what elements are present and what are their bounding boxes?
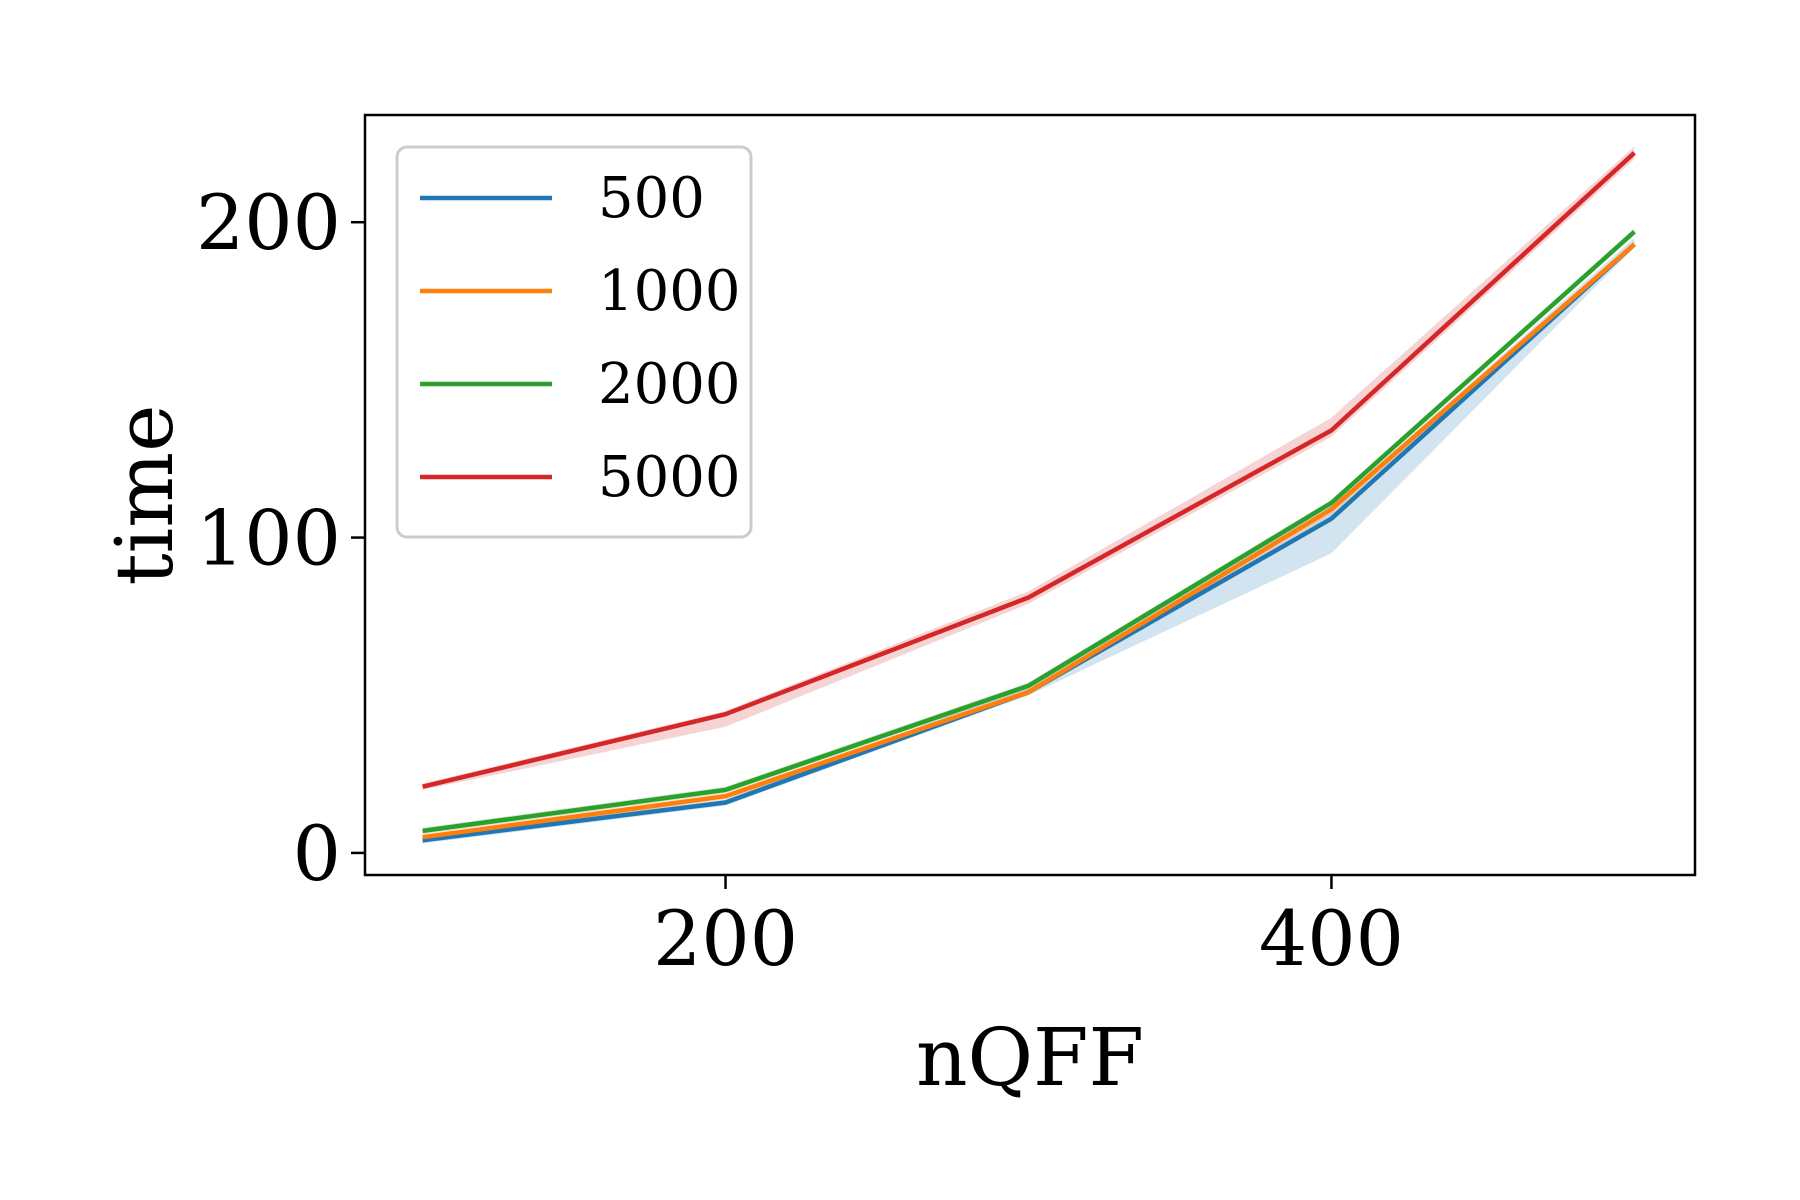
y-tick-label-100: 100: [196, 494, 341, 583]
line-series-1000: [422, 242, 1636, 840]
legend-label-2000: 2000: [598, 352, 741, 417]
legend: 500 1000 2000 5000: [395, 145, 753, 539]
x-tick-label-400: 400: [1259, 894, 1404, 983]
legend-label-1000: 1000: [598, 259, 741, 324]
y-axis: 0 100 200: [196, 178, 365, 898]
x-axis-label: nQFF: [916, 1011, 1144, 1104]
y-tick-label-200: 200: [196, 178, 341, 267]
x-axis: 200 400: [653, 875, 1404, 983]
line-series-5000: [422, 151, 1636, 789]
legend-label-500: 500: [598, 166, 705, 231]
x-tick-label-200: 200: [653, 894, 798, 983]
y-tick-label-0: 0: [293, 809, 341, 898]
legend-box: [395, 145, 753, 539]
series-lines: [422, 151, 1636, 843]
y-axis-label: time: [98, 405, 191, 586]
line-series-2000: [422, 230, 1636, 834]
plot-frame: [363, 113, 1697, 877]
legend-label-5000: 5000: [598, 445, 741, 510]
